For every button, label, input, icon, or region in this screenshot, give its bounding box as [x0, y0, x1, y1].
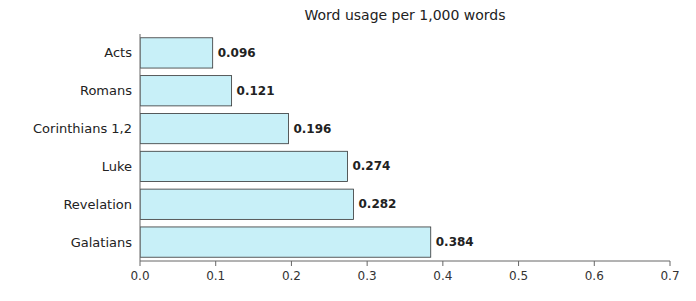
chart-title: Word usage per 1,000 words: [304, 7, 505, 23]
bar: [140, 227, 431, 257]
tick-mark: [594, 261, 595, 266]
tick-mark: [518, 261, 519, 266]
tick-mark: [670, 261, 671, 266]
labels: Acts 0.096 Romans 0.121 Corinthians 1,2 0.196…: [33, 45, 474, 249]
category-label: Galatians: [71, 235, 133, 250]
chart-container: Word usage per 1,000 words0.00.10.20.30.…: [0, 0, 696, 301]
bar: [140, 76, 232, 106]
tick-label: 0.5: [509, 269, 528, 283]
tick-label: 0.7: [660, 269, 679, 283]
tick-label: 0.3: [358, 269, 377, 283]
bar: [140, 189, 354, 219]
bars: [140, 38, 431, 257]
y-axis-line: [140, 34, 141, 261]
tick-label: 0.0: [130, 269, 149, 283]
tick-mark: [291, 261, 292, 266]
data-label: 0.196: [293, 122, 331, 136]
data-label: 0.121: [237, 84, 275, 98]
tick-label: 0.6: [585, 269, 604, 283]
tick-label: 0.1: [206, 269, 225, 283]
chart-svg: Word usage per 1,000 words0.00.10.20.30.…: [0, 0, 696, 301]
tick-mark: [140, 261, 141, 266]
data-label: 0.096: [218, 46, 256, 60]
x-axis-line: [140, 261, 670, 262]
tick-label: 0.2: [282, 269, 301, 283]
tick-mark: [215, 261, 216, 266]
bar: [140, 38, 213, 68]
tick-mark: [367, 261, 368, 266]
bar: [140, 151, 347, 181]
category-label: Luke: [102, 159, 132, 174]
category-label: Romans: [80, 83, 132, 98]
data-label: 0.282: [359, 197, 397, 211]
category-label: Acts: [104, 45, 132, 60]
bar: [140, 113, 288, 143]
category-label: Corinthians 1,2: [33, 121, 132, 136]
data-label: 0.274: [352, 159, 390, 173]
x-axis-ticks: 0.0 0.1 0.2 0.3 0.4 0.5 0.6 0.7: [130, 261, 679, 283]
tick-label: 0.4: [433, 269, 452, 283]
data-label: 0.384: [436, 235, 474, 249]
category-label: Revelation: [63, 197, 132, 212]
tick-mark: [442, 261, 443, 266]
